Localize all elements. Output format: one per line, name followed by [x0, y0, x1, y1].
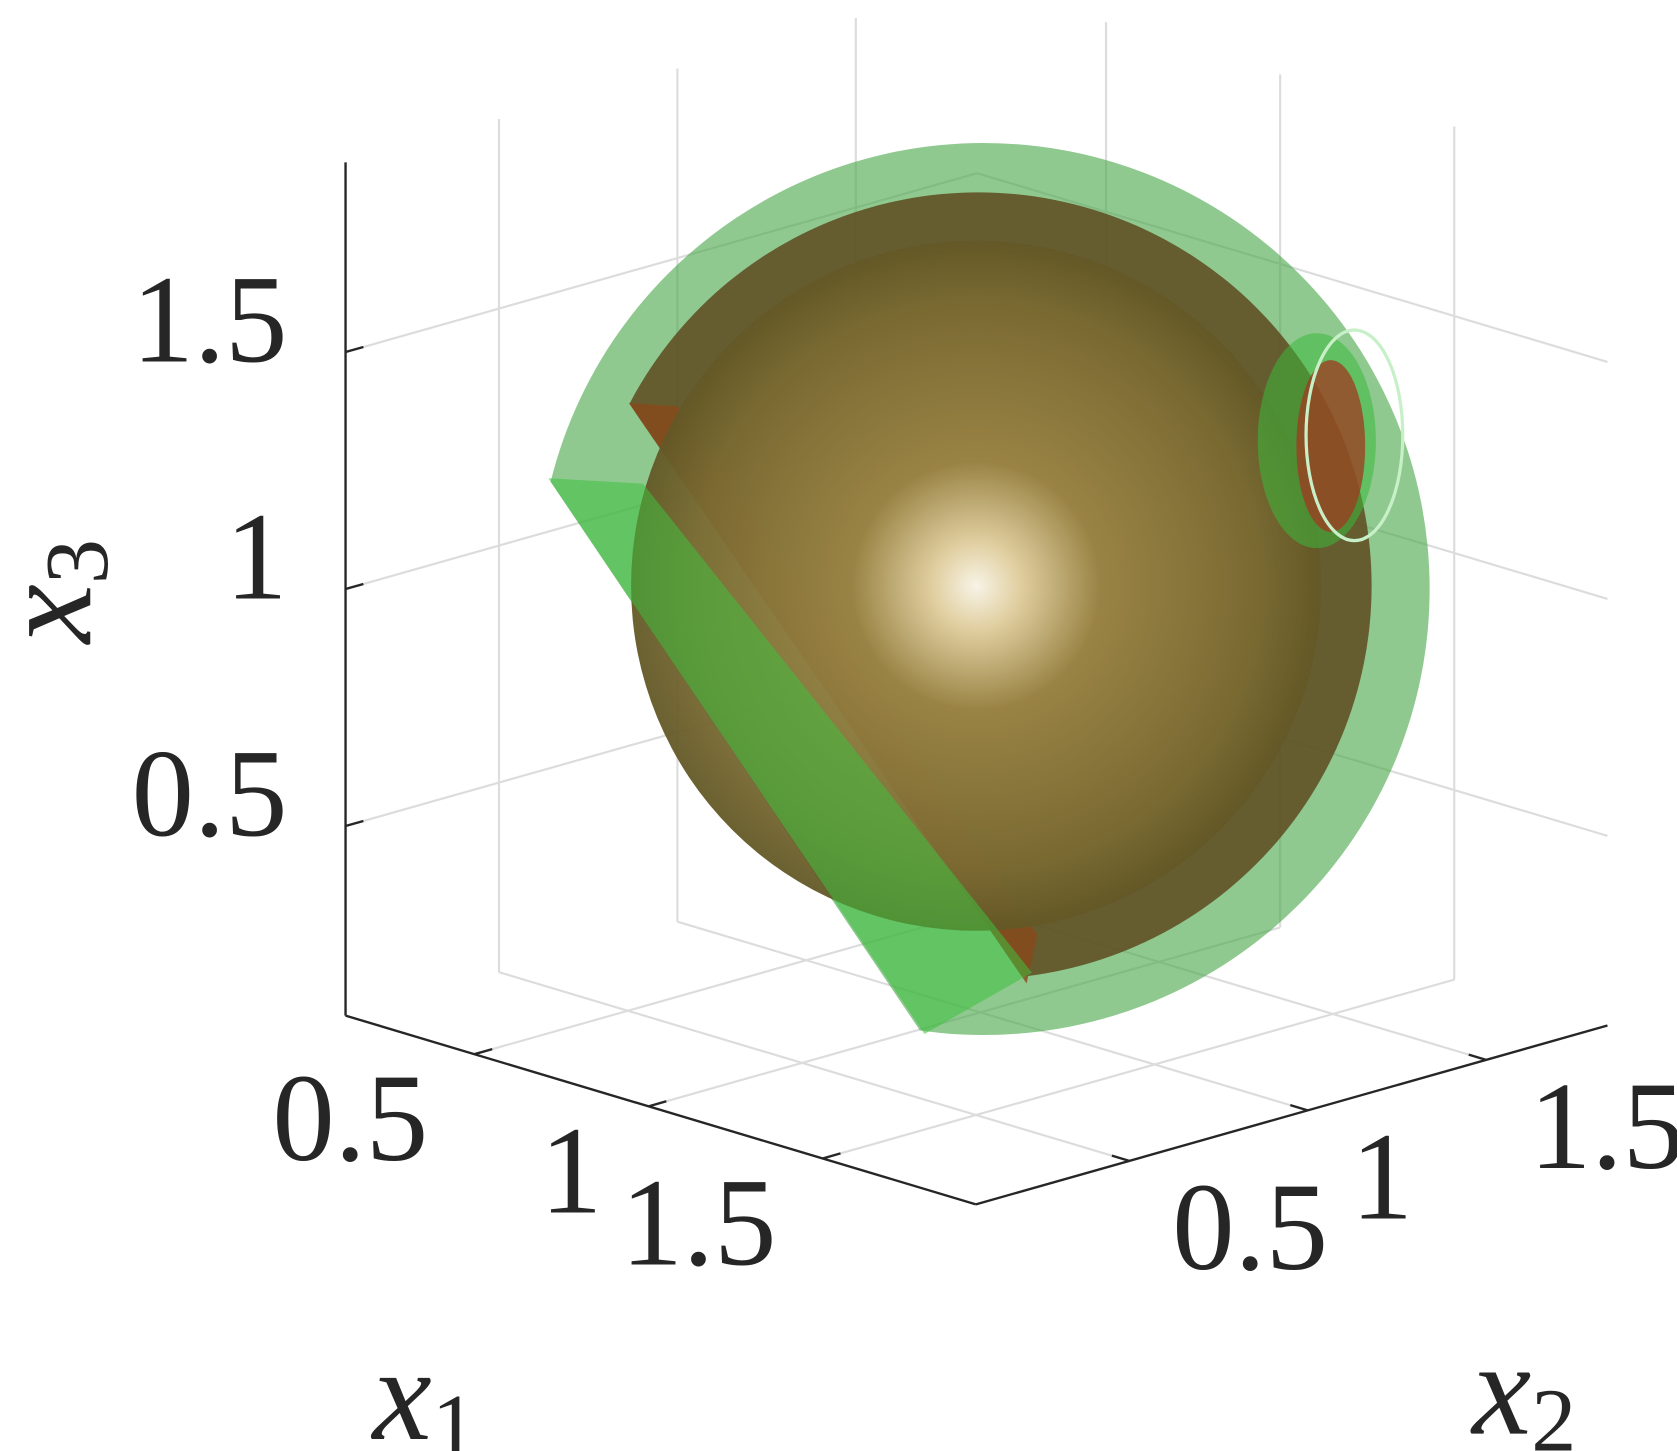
axes: 0.5 1 1.5 0.5 1 1.50.511.5	[132, 162, 1677, 1296]
grid-line	[822, 978, 1455, 1160]
y-label-symbol: x	[1470, 1314, 1531, 1451]
y-tick-label: 1	[1351, 1108, 1413, 1246]
y-tick	[1468, 1053, 1487, 1061]
y-label-subscript: 2	[1531, 1370, 1576, 1451]
cap-rim	[1304, 328, 1405, 543]
z-tick	[345, 345, 364, 354]
inner-surface	[631, 240, 1322, 931]
z-tick-label: 0.5	[132, 724, 288, 862]
z-tick-label: 1	[225, 487, 287, 625]
y-tick	[1111, 1154, 1130, 1163]
z-label-subscript: 3	[27, 539, 127, 584]
x-label-subscript: 1	[432, 1376, 477, 1451]
z-tick	[345, 819, 364, 828]
x-axis-line	[345, 1014, 977, 1206]
y-axis-label: x2	[1470, 1314, 1576, 1451]
y-tick-label: 1.5	[1529, 1057, 1677, 1195]
x-tick-label: 0.5	[272, 1049, 428, 1187]
y-axis-line	[975, 1024, 1608, 1206]
z-tick-label: 1.5	[132, 250, 288, 388]
z-tick	[345, 582, 364, 591]
x-tick	[822, 1152, 841, 1160]
x-tick-label: 1.5	[621, 1153, 777, 1291]
surfaces	[537, 142, 1430, 1036]
grid-line	[498, 971, 1130, 1162]
x-label-symbol: x	[371, 1320, 432, 1451]
x-tick	[474, 1048, 493, 1056]
x-axis-label: x1	[371, 1320, 477, 1451]
z-axis-label: x3	[0, 539, 127, 645]
z-label-symbol: x	[0, 584, 119, 645]
y-tick	[1289, 1104, 1309, 1112]
green-cut	[548, 478, 1032, 1034]
y-tick-label: 0.5	[1172, 1158, 1328, 1296]
x-tick	[648, 1100, 667, 1108]
x-tick-label: 1	[540, 1101, 602, 1239]
